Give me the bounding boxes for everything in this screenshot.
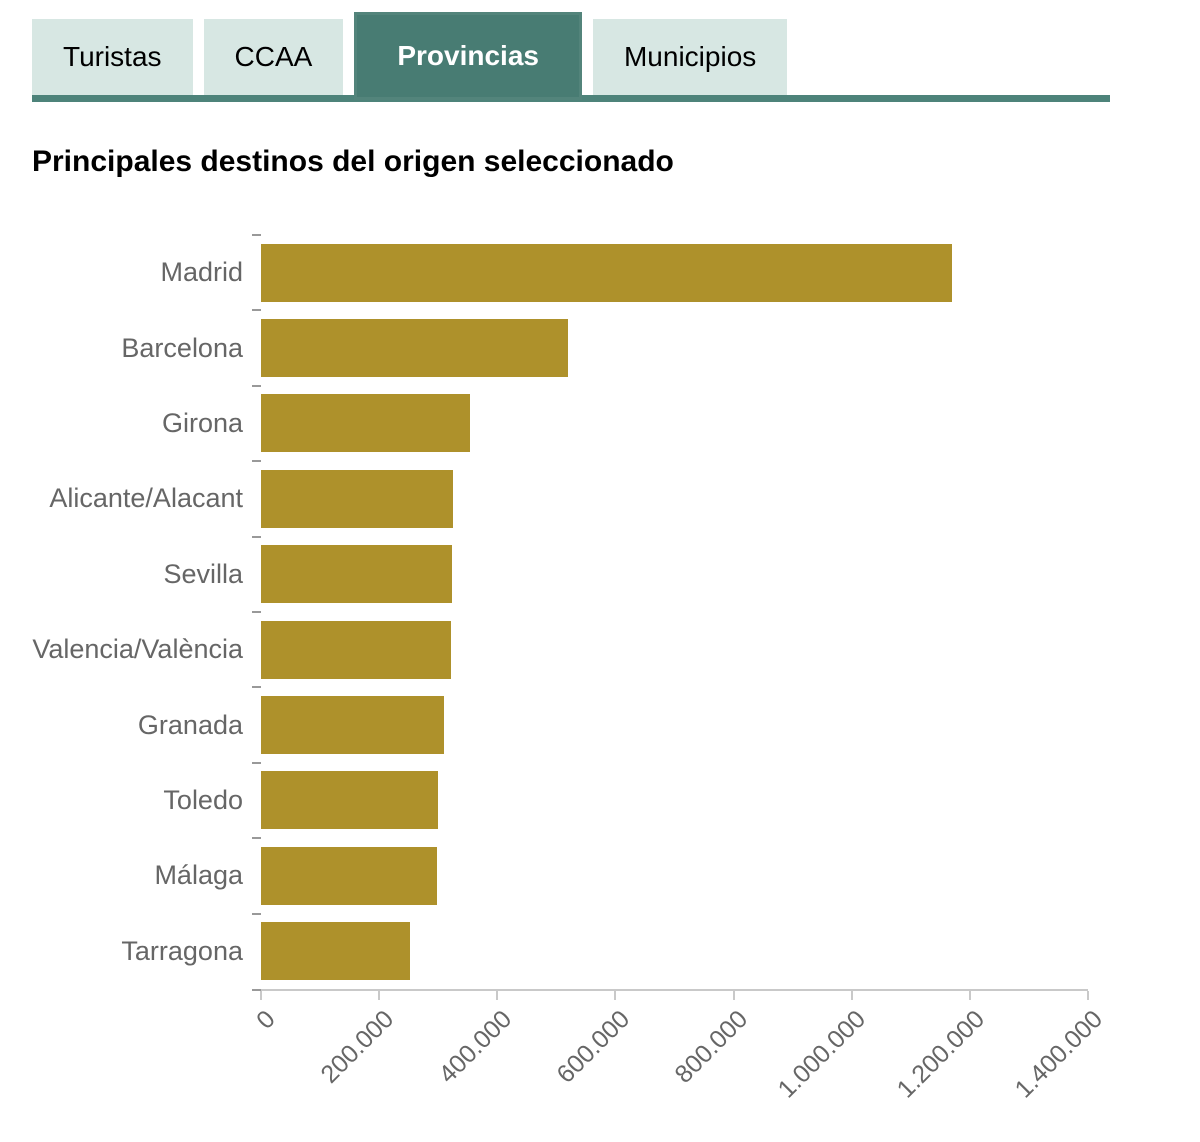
- y-axis-label-sevilla: Sevilla: [163, 558, 243, 589]
- x-axis-tick: [968, 990, 971, 1000]
- chart-row-girona: Girona: [0, 384, 1200, 461]
- x-axis-tick: [732, 990, 735, 1000]
- chart-row-barcelona: Barcelona: [0, 309, 1200, 385]
- y-axis-tick: [252, 460, 261, 463]
- chart-row-alicante-alacant: Alicante/Alacant: [0, 460, 1200, 536]
- chart-row-granada: Granada: [0, 686, 1200, 762]
- x-axis-tick-label: 1.400.000: [1009, 1004, 1108, 1104]
- tab-ccaa[interactable]: CCAA: [203, 19, 344, 95]
- bar-area: [252, 761, 1200, 838]
- x-axis-tick-label: 0: [251, 1004, 281, 1035]
- x-axis-tick: [850, 990, 853, 1000]
- y-axis-tick: [252, 610, 261, 613]
- y-axis-label-valencia-valencia: Valencia/València: [32, 634, 243, 665]
- y-axis-tick: [252, 837, 261, 840]
- y-axis-label-madrid: Madrid: [160, 257, 243, 288]
- bar-area: [252, 460, 1200, 536]
- chart-row-malaga: Málaga: [0, 837, 1200, 913]
- bar-area: [252, 234, 1200, 310]
- x-axis-tick: [496, 990, 499, 1000]
- y-axis-tick: [252, 309, 261, 312]
- x-axis-tick: [260, 990, 262, 1000]
- y-axis-label-granada: Granada: [137, 709, 243, 740]
- y-axis-tick: [252, 234, 261, 236]
- x-axis-tick-label: 600.000: [551, 1004, 636, 1089]
- y-axis-label-tarragona: Tarragona: [121, 935, 243, 966]
- bar-tarragona[interactable]: [261, 922, 410, 981]
- page-title: Principales destinos del origen seleccio…: [32, 145, 674, 178]
- bar-area: [252, 610, 1200, 687]
- bar-madrid[interactable]: [261, 243, 952, 302]
- bar-sevilla[interactable]: [261, 545, 452, 604]
- bar-alicante-alacant[interactable]: [261, 469, 453, 528]
- x-axis-tick: [378, 990, 381, 1000]
- main-content: Principales destinos del origen seleccio…: [0, 144, 1200, 1114]
- bar-area: [252, 384, 1200, 461]
- x-axis-tick-label: 400.000: [433, 1004, 518, 1089]
- y-axis-label-toledo: Toledo: [163, 784, 243, 815]
- y-axis-label-girona: Girona: [161, 407, 243, 438]
- y-axis-tick: [252, 761, 261, 764]
- bar-area: [252, 686, 1200, 762]
- bar-area: [252, 535, 1200, 612]
- y-axis-tick: [252, 384, 261, 387]
- chart-row-valencia-valencia: Valencia/València: [0, 610, 1200, 687]
- bar-area: [252, 837, 1200, 913]
- x-axis-tick-label: 1.000.000: [773, 1004, 872, 1104]
- y-axis-label-alicante-alacant: Alicante/Alacant: [49, 483, 243, 514]
- x-axis: 0 200.000 400.000 600.000 800.000 1.000.000 1.…: [251, 988, 1108, 1114]
- tab-provincias[interactable]: Provincias: [354, 12, 582, 100]
- x-axis-tick-label: 800.000: [669, 1004, 754, 1089]
- chart-row-tarragona: Tarragona: [0, 912, 1200, 989]
- bar-area: [252, 912, 1200, 989]
- y-axis-tick: [252, 912, 261, 915]
- tab-header: Turistas CCAA Provincias Municipios: [0, 12, 1200, 102]
- y-axis-label-barcelona: Barcelona: [121, 332, 243, 363]
- chart-row-madrid: Madrid: [0, 234, 1200, 310]
- bar-malaga[interactable]: [261, 846, 437, 905]
- bar-barcelona[interactable]: [261, 319, 568, 378]
- bar-valencia-valencia[interactable]: [261, 620, 452, 679]
- bar-granada[interactable]: [261, 696, 445, 755]
- x-axis-tick: [1087, 990, 1089, 1000]
- tab-municipios[interactable]: Municipios: [592, 19, 788, 95]
- y-axis-label-malaga: Málaga: [154, 860, 243, 891]
- y-axis-tick: [252, 535, 261, 538]
- x-axis-tick-label: 200.000: [315, 1004, 399, 1089]
- chart-rows: Madrid Barcelona Girona Alicante/Alacant Sev…: [0, 234, 1200, 989]
- x-axis-tick-label: 1.200.000: [891, 1004, 990, 1104]
- destinations-bar-chart: Madrid Barcelona Girona Alicante/Alacant Sev…: [0, 234, 1200, 1114]
- tab-turistas[interactable]: Turistas: [32, 19, 193, 95]
- bar-girona[interactable]: [261, 394, 471, 453]
- chart-row-sevilla: Sevilla: [0, 535, 1200, 612]
- x-axis-tick: [614, 990, 617, 1000]
- y-axis-tick: [252, 686, 261, 689]
- tab-bar: Turistas CCAA Provincias Municipios: [32, 12, 1200, 100]
- bar-area: [252, 309, 1200, 385]
- chart-row-toledo: Toledo: [0, 761, 1200, 838]
- bar-toledo[interactable]: [261, 771, 439, 830]
